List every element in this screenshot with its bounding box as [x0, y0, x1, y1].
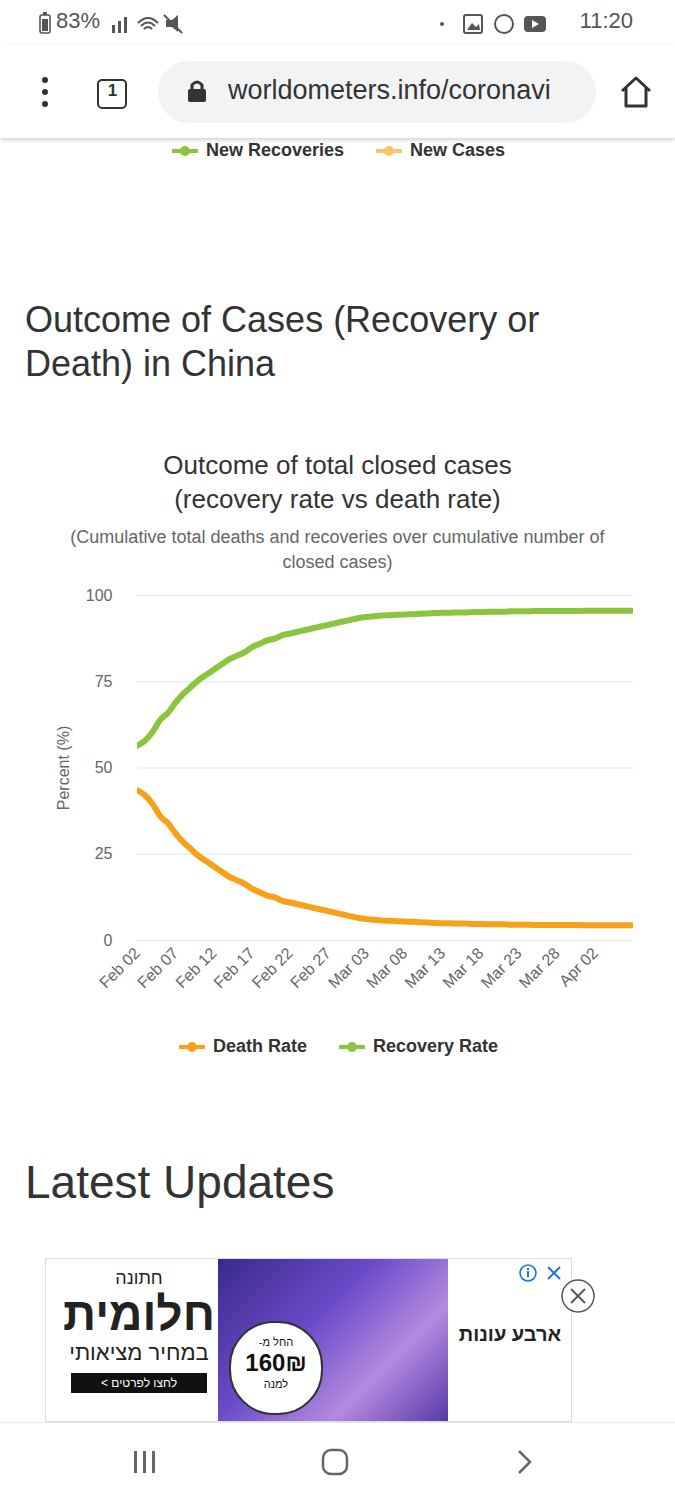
html-text:החל מ-: החל מ-	[258, 1336, 294, 1348]
html-text:במחיר מציאותי: במחיר מציאותי	[69, 1340, 209, 1365]
html-text:ארבע עונות: ארבע עונות	[458, 1323, 562, 1345]
html-text:1: 1	[107, 81, 118, 100]
svg-text:Mar 03: Mar 03	[325, 944, 372, 991]
svg-text:Mar 28: Mar 28	[516, 944, 563, 991]
html-text:Death Rate: Death Rate	[212, 1036, 307, 1056]
html-text:160₪: 160₪	[245, 1349, 307, 1376]
svg-text:75: 75	[95, 673, 113, 690]
svg-text:Feb 22: Feb 22	[249, 944, 296, 991]
html-text:חלומית: חלומית	[63, 1288, 215, 1340]
svg-text:50: 50	[95, 759, 113, 776]
html-text:11:20: 11:20	[579, 8, 633, 33]
svg-text:100: 100	[86, 587, 113, 604]
svg-text:Percent (%): Percent (%)	[55, 726, 72, 810]
html-text:חתונה: חתונה	[115, 1268, 163, 1288]
html-text:Recovery Rate: Recovery Rate	[373, 1036, 498, 1056]
html-text:New Recoveries: New Recoveries	[205, 140, 344, 160]
html-text:worldometers.info/coronavi: worldometers.info/coronavi	[228, 75, 551, 105]
svg-text:0: 0	[104, 932, 113, 949]
html-text:83%: 83%	[56, 8, 100, 33]
svg-text:Apr 02: Apr 02	[556, 944, 601, 989]
svg-text:Feb 17: Feb 17	[210, 944, 257, 991]
svg-text:Mar 08: Mar 08	[363, 944, 410, 991]
html-text:New Cases: New Cases	[410, 140, 506, 160]
svg-text:Mar 13: Mar 13	[401, 944, 448, 991]
svg-text:Feb 12: Feb 12	[172, 944, 219, 991]
html-text:למנה: למנה	[263, 1378, 289, 1390]
html-text:Outcome of Cases (Recovery or: Outcome of Cases (Recovery or Death) in …	[25, 299, 540, 384]
svg-text:Feb 27: Feb 27	[287, 944, 334, 991]
html-text:(Cumulative total deaths and r: (Cumulative total deaths and recoveries …	[70, 527, 605, 572]
svg-text:Mar 18: Mar 18	[439, 944, 486, 991]
svg-text:Feb 02: Feb 02	[96, 944, 143, 991]
svg-text:Feb 07: Feb 07	[134, 944, 181, 991]
svg-text:25: 25	[95, 845, 113, 862]
html-text:לחצו לפרטים >: לחצו לפרטים >	[101, 1376, 177, 1390]
html-text:Latest Updates: Latest Updates	[25, 1156, 335, 1208]
svg-text:Mar 23: Mar 23	[478, 944, 525, 991]
html-text:Outcome of total closed cases: Outcome of total closed cases (recovery …	[163, 450, 512, 514]
